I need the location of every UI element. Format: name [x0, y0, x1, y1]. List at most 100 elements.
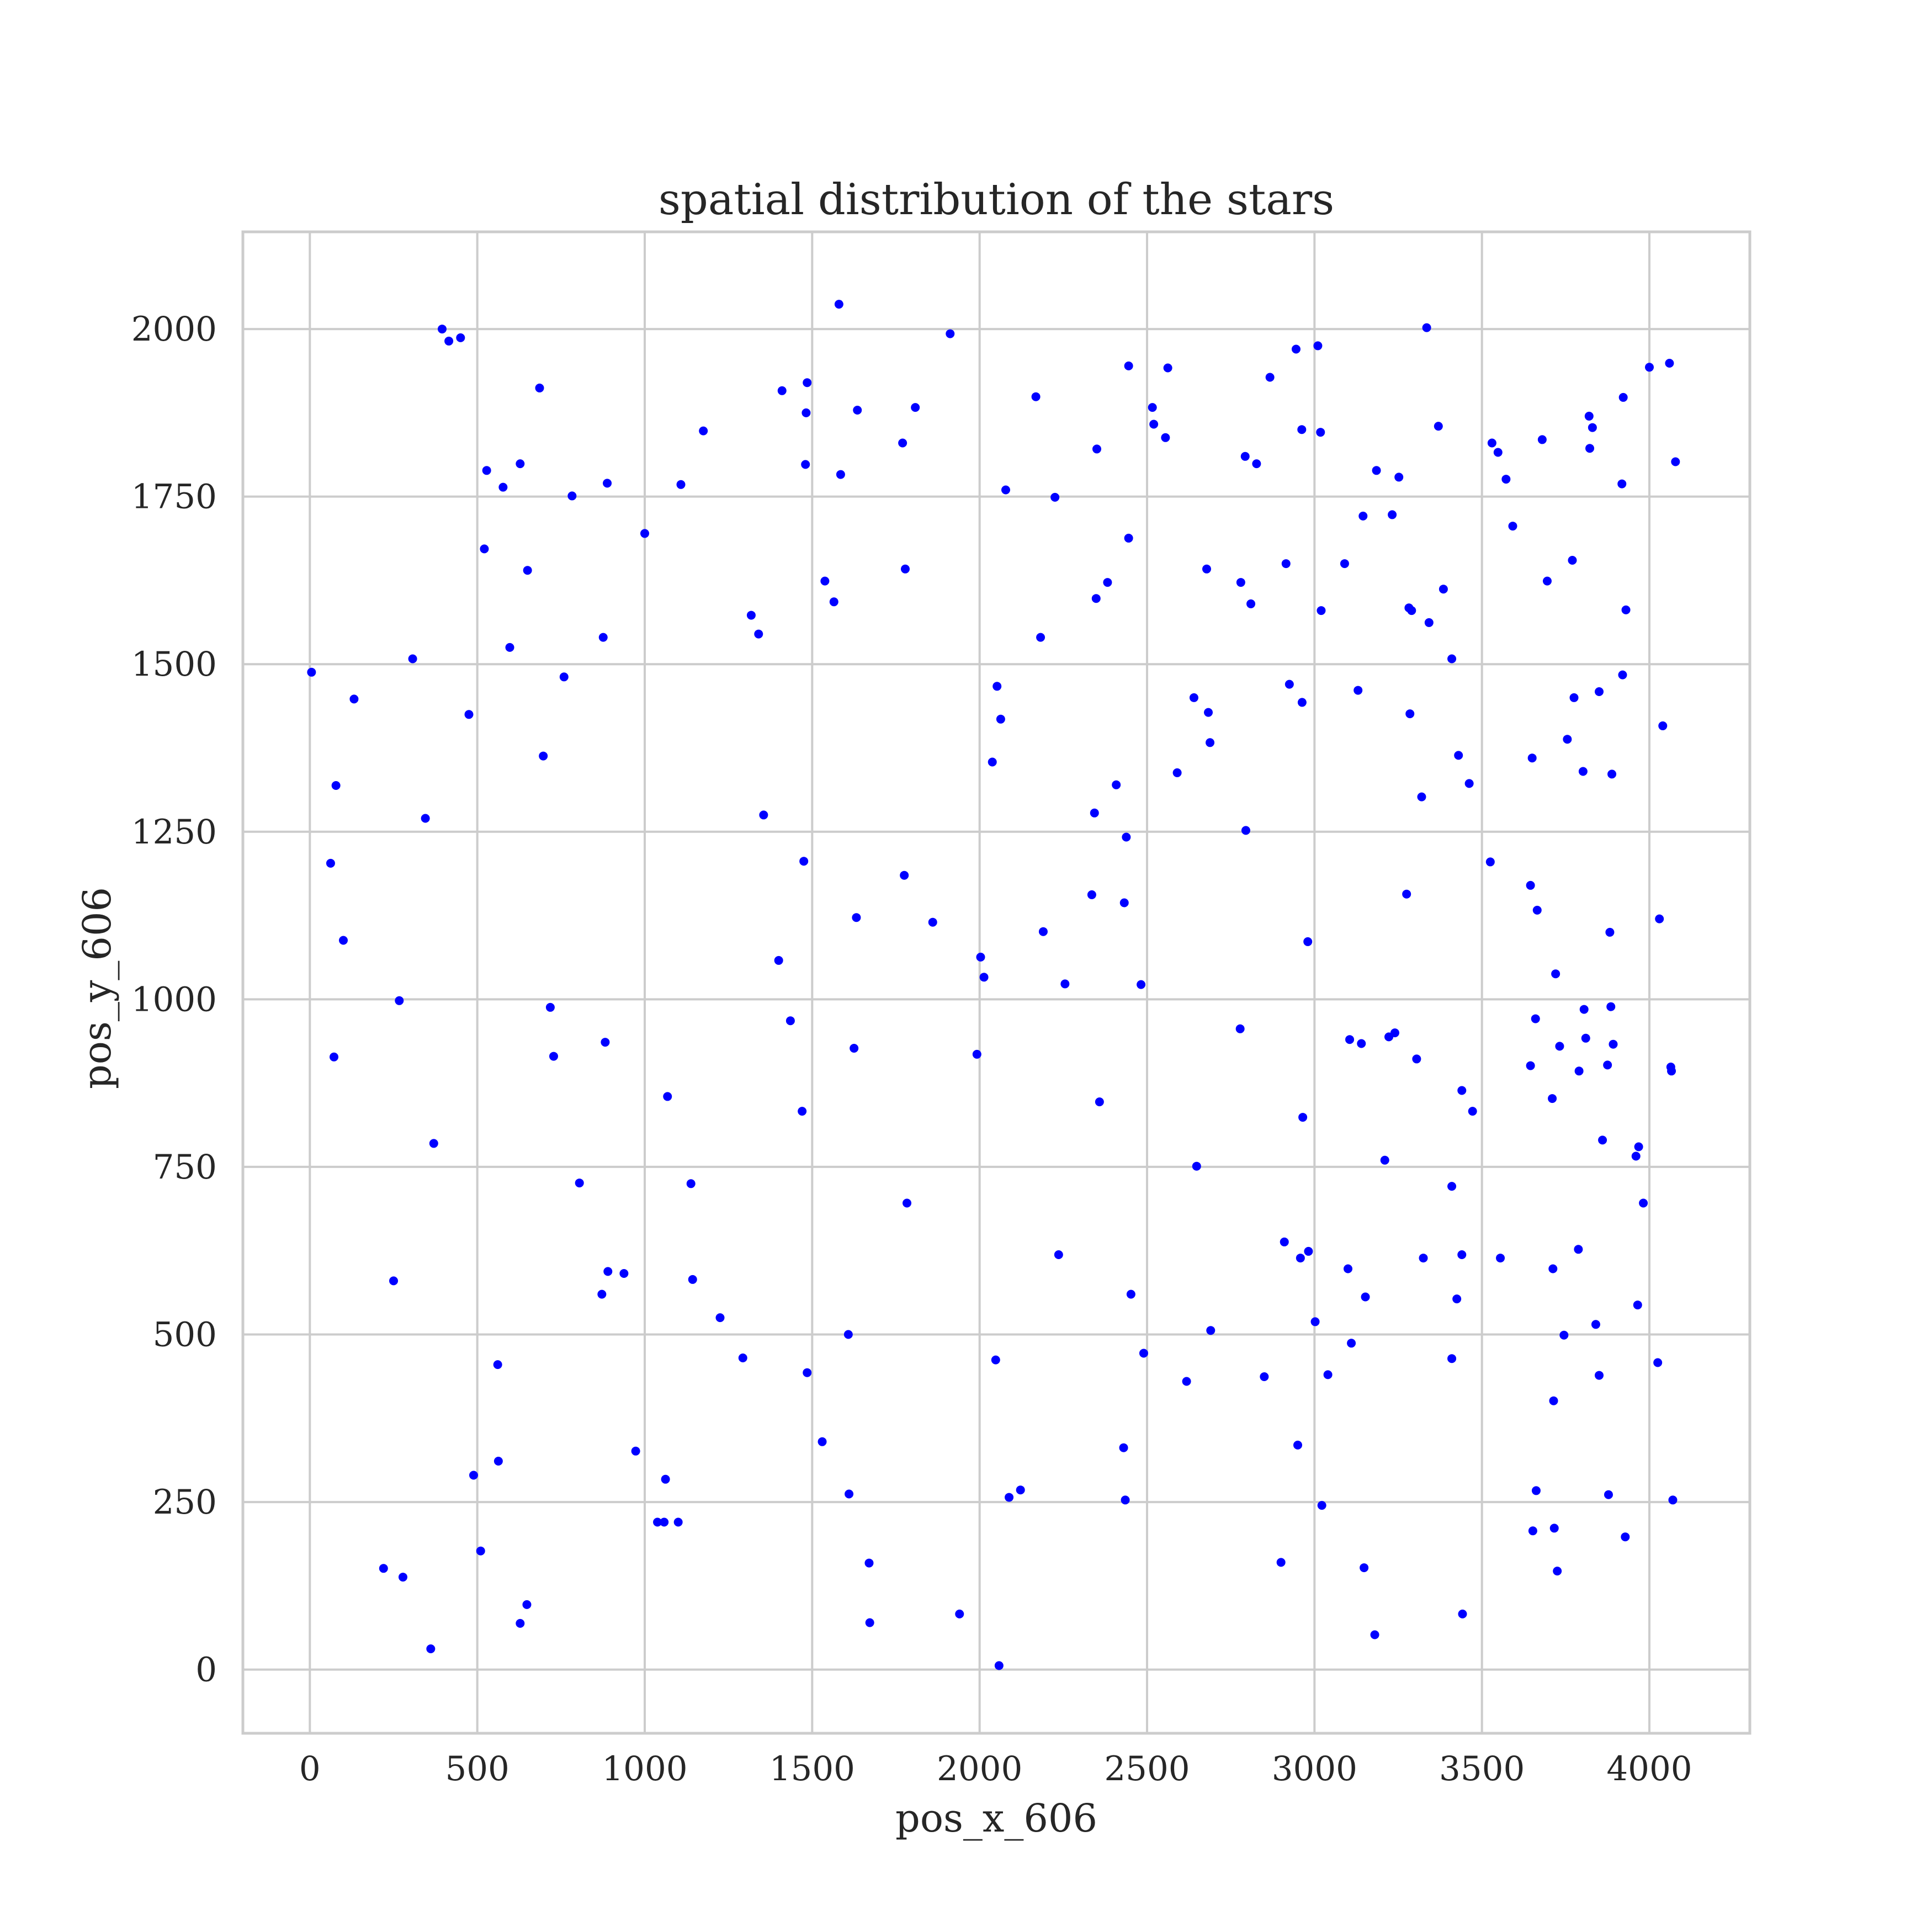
star-point	[688, 1275, 697, 1284]
star-point	[803, 378, 812, 388]
star-point	[715, 1313, 725, 1323]
star-point	[1551, 969, 1561, 979]
y-tick-label: 750	[153, 1148, 217, 1187]
star-point	[1553, 1567, 1562, 1576]
star-point	[852, 913, 861, 922]
star-point	[1595, 687, 1604, 696]
star-point	[1316, 428, 1325, 437]
star-point	[1060, 979, 1070, 989]
star-point	[1372, 466, 1381, 475]
star-point	[972, 1049, 981, 1059]
star-point	[1394, 473, 1404, 482]
star-point	[1588, 423, 1597, 432]
star-point	[539, 751, 548, 761]
star-point	[1618, 670, 1627, 680]
star-point	[1189, 693, 1198, 702]
star-point	[408, 654, 417, 664]
star-point	[865, 1618, 874, 1627]
star-point	[1091, 594, 1101, 603]
star-point	[1508, 522, 1517, 531]
star-point	[1050, 492, 1060, 502]
star-point	[1122, 832, 1131, 842]
star-point	[911, 403, 920, 412]
star-point	[845, 1489, 854, 1499]
star-point	[1087, 890, 1096, 899]
x-tick-labels: 0 500 1000 1500 2000 2500 3000 3500 4000	[299, 1749, 1692, 1788]
star-point	[1119, 1443, 1128, 1452]
star-point	[1501, 475, 1511, 484]
star-point	[331, 781, 341, 790]
star-point	[482, 466, 491, 475]
star-point	[1531, 1486, 1541, 1495]
star-point	[1246, 599, 1256, 608]
star-point	[1370, 1630, 1379, 1639]
star-point	[1388, 510, 1397, 519]
star-point	[339, 936, 348, 945]
x-tick-label: 2500	[1104, 1749, 1190, 1788]
star-point	[1457, 1086, 1467, 1095]
star-point	[1407, 606, 1416, 615]
star-point	[746, 611, 756, 620]
star-point	[523, 566, 532, 575]
star-point	[1345, 1035, 1355, 1044]
star-point	[1303, 937, 1313, 946]
star-point	[996, 714, 1005, 724]
y-tick-label: 1250	[131, 813, 217, 852]
star-point	[1161, 433, 1170, 442]
star-point	[1537, 435, 1547, 444]
star-point	[480, 544, 489, 554]
star-point	[1618, 392, 1628, 402]
star-point	[1357, 1039, 1366, 1048]
star-point	[1112, 780, 1121, 789]
star-point	[994, 1661, 1004, 1670]
star-point	[992, 682, 1002, 691]
star-point	[1653, 1358, 1663, 1367]
star-point	[1354, 686, 1363, 695]
star-point	[598, 633, 608, 642]
star-point	[1422, 323, 1431, 332]
data-points	[307, 300, 1680, 1670]
star-point	[1468, 1107, 1477, 1116]
star-point	[469, 1471, 478, 1480]
star-point	[1607, 769, 1617, 779]
star-point	[1092, 444, 1101, 454]
y-tick-label: 0	[195, 1650, 217, 1690]
star-point	[1609, 1039, 1618, 1049]
star-point	[1548, 1264, 1558, 1273]
star-point	[1452, 1294, 1462, 1304]
star-point	[903, 1198, 912, 1208]
star-point	[1317, 1501, 1326, 1510]
star-point	[1240, 452, 1250, 461]
star-point	[686, 1179, 696, 1188]
star-point	[1621, 1532, 1630, 1542]
star-point	[1038, 927, 1048, 936]
star-point	[1671, 457, 1680, 466]
star-point	[326, 858, 335, 868]
star-point	[1149, 420, 1159, 429]
star-point	[1380, 1155, 1389, 1165]
star-point	[850, 1044, 859, 1053]
star-point	[1549, 1396, 1558, 1405]
star-point	[1005, 1493, 1014, 1502]
star-point	[1252, 459, 1261, 469]
star-point	[1172, 768, 1182, 777]
star-point	[853, 406, 862, 415]
star-point	[1447, 1354, 1457, 1363]
star-point	[1417, 792, 1426, 802]
star-point	[640, 529, 649, 538]
star-point	[1527, 753, 1537, 763]
star-point	[1036, 633, 1045, 642]
star-point	[437, 325, 447, 334]
star-point	[1121, 1495, 1130, 1505]
star-point	[1617, 479, 1627, 489]
star-point	[843, 1330, 853, 1339]
star-point	[1458, 1609, 1467, 1618]
star-point	[1604, 1490, 1613, 1499]
star-point	[699, 426, 708, 436]
x-tick-label: 3500	[1439, 1749, 1525, 1788]
star-point	[379, 1564, 388, 1573]
star-point	[464, 710, 474, 719]
star-point	[389, 1276, 398, 1286]
y-tick-label: 1500	[131, 645, 217, 684]
x-tick-label: 1500	[769, 1749, 855, 1788]
